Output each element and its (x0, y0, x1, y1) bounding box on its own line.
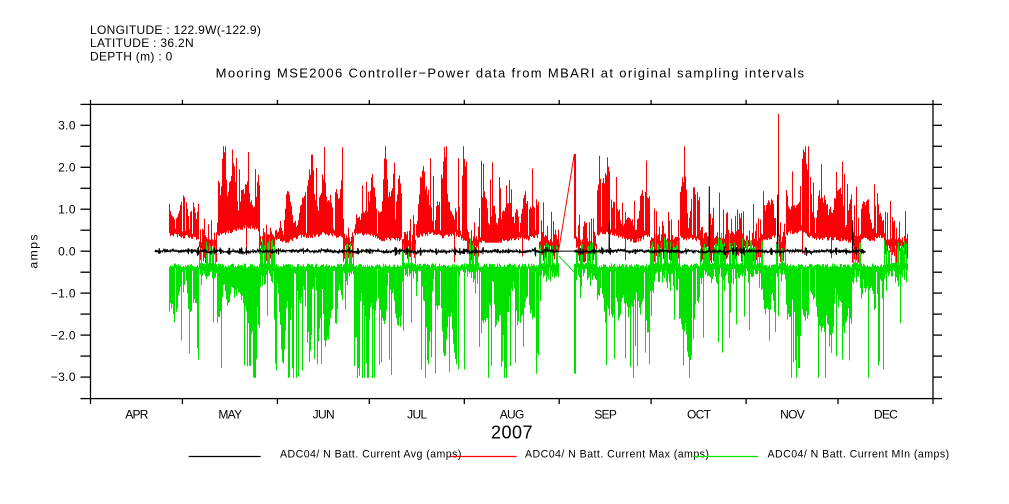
svg-text:ADC04/ N Batt. Current Max (am: ADC04/ N Batt. Current Max (amps) (525, 448, 709, 460)
svg-text:LONGITUDE : 122.9W(-122.9): LONGITUDE : 122.9W(-122.9) (90, 23, 261, 37)
svg-text:APR: APR (125, 408, 149, 422)
svg-text:2.0: 2.0 (58, 161, 76, 175)
svg-text:3.0: 3.0 (58, 119, 76, 133)
svg-text:ADC04/ N Batt. Current Avg (am: ADC04/ N Batt. Current Avg (amps) (280, 448, 462, 460)
svg-text:OCT: OCT (687, 408, 712, 422)
svg-text:amps: amps (27, 233, 41, 269)
svg-text:1.0: 1.0 (58, 202, 76, 216)
svg-text:MAY: MAY (218, 408, 242, 422)
svg-text:−3.0: −3.0 (51, 370, 76, 384)
svg-text:NOV: NOV (780, 408, 805, 422)
svg-text:SEP: SEP (594, 408, 617, 422)
svg-text:0.0: 0.0 (58, 244, 76, 258)
svg-text:DEPTH (m) : 0: DEPTH (m) : 0 (90, 50, 173, 64)
svg-text:LATITUDE : 36.2N: LATITUDE : 36.2N (90, 36, 194, 50)
svg-text:Mooring MSE2006 Controller−Pow: Mooring MSE2006 Controller−Power data fr… (216, 65, 806, 80)
svg-text:2007: 2007 (491, 423, 533, 443)
svg-text:−1.0: −1.0 (51, 286, 76, 300)
svg-text:JUN: JUN (313, 408, 334, 422)
svg-text:DEC: DEC (874, 408, 898, 422)
svg-text:−2.0: −2.0 (51, 328, 76, 342)
svg-text:ADC04/ N Batt. Current MIn (am: ADC04/ N Batt. Current MIn (amps) (768, 448, 950, 460)
svg-text:JUL: JUL (407, 408, 427, 422)
svg-text:AUG: AUG (500, 408, 524, 422)
